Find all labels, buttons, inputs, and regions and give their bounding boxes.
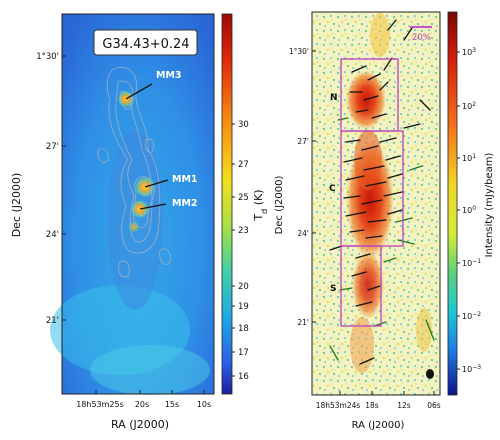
right-panel: N C S 20% 1°30' 27' 24' 21' Dec (J2000) …: [274, 11, 495, 431]
intensity-tick-1e-2: 10−2: [462, 311, 481, 322]
intensity-tick-1e1: 101: [462, 153, 476, 164]
left-x-label: RA (J2000): [111, 418, 169, 431]
intensity-colorbar: [447, 11, 458, 396]
temperature-colorbar: [221, 13, 233, 395]
colorbar-tick: 19: [238, 302, 249, 312]
contours: [97, 66, 171, 278]
left-x-tick: 18h53m25s: [76, 400, 124, 409]
colorbar-tick: 27: [238, 160, 249, 170]
intensity-colorbar-label: Intensity (mJy/beam): [484, 152, 495, 257]
region-label-s: S: [330, 284, 336, 294]
panel-title: G34.43+0.24: [102, 37, 189, 52]
right-x-tick: 18h53m24s: [316, 401, 361, 410]
colorbar-tick: 20: [238, 282, 249, 292]
intensity-tick-1e3: 103: [462, 47, 476, 58]
right-y-tick: 27': [297, 137, 309, 146]
region-box-s: [340, 245, 382, 327]
colorbar-tick: 25: [238, 193, 249, 203]
scale-bar-label: 20%: [412, 33, 431, 43]
intensity-colorbar-ticks: 103 102 101 100 10−1 10−2 10−3: [457, 47, 481, 375]
intensity-tick-1e0: 100: [462, 205, 476, 216]
left-y-tick: 21': [46, 316, 59, 326]
left-y-tick: 27': [46, 142, 59, 152]
left-y-tick: 24': [46, 230, 59, 240]
right-x-tick: 06s: [427, 401, 441, 410]
intensity-tick-1e-1: 10−1: [462, 258, 481, 269]
right-x-label: RA (J2000): [352, 420, 405, 431]
region-label-n: N: [330, 93, 338, 103]
intensity-tick-1e2: 102: [462, 101, 476, 112]
right-x-tick: 18s: [365, 401, 379, 410]
left-y-axis: 1°30' 27' 24' 21': [36, 52, 66, 326]
right-y-axis: 1°30' 27' 24' 21': [289, 47, 316, 327]
polarization-vectors: [329, 19, 435, 365]
temperature-colorbar-label: Td (K): [252, 189, 269, 221]
right-y-tick: 24': [297, 229, 309, 238]
source-label-mm3: MM3: [156, 70, 182, 81]
title-box: [93, 29, 198, 56]
source-label-mm2: MM2: [172, 198, 198, 209]
right-y-tick: 21': [297, 318, 309, 327]
left-x-tick: 15s: [165, 400, 179, 409]
left-panel: G34.43+0.24 MM3 MM1 MM2 1°30' 27' 24' 21…: [10, 13, 269, 431]
temperature-colorbar-ticks: 30 27 25 23 20 19 18 17 16: [232, 120, 249, 382]
beam-ellipse: [426, 369, 434, 379]
colorbar-tick: 30: [238, 120, 249, 130]
region-label-c: C: [329, 184, 336, 194]
left-x-tick: 10s: [197, 400, 211, 409]
source-label-mm1: MM1: [172, 174, 198, 185]
left-x-axis: 18h53m25s 20s 15s 10s: [76, 390, 211, 409]
left-y-label: Dec (J2000): [10, 173, 23, 238]
colorbar-tick: 17: [238, 348, 249, 358]
right-y-label: Dec (J2000): [274, 176, 285, 235]
right-x-axis: 18h53m24s 18s 12s 06s: [316, 391, 441, 410]
colorbar-tick: 18: [238, 324, 249, 334]
right-x-tick: 12s: [397, 401, 411, 410]
colorbar-tick: 23: [238, 226, 249, 236]
intensity-tick-1e-3: 10−3: [462, 364, 481, 375]
colorbar-tick: 16: [238, 372, 249, 382]
left-x-tick: 20s: [135, 400, 149, 409]
right-y-tick: 1°30': [289, 47, 309, 56]
left-y-tick: 1°30': [36, 52, 59, 62]
